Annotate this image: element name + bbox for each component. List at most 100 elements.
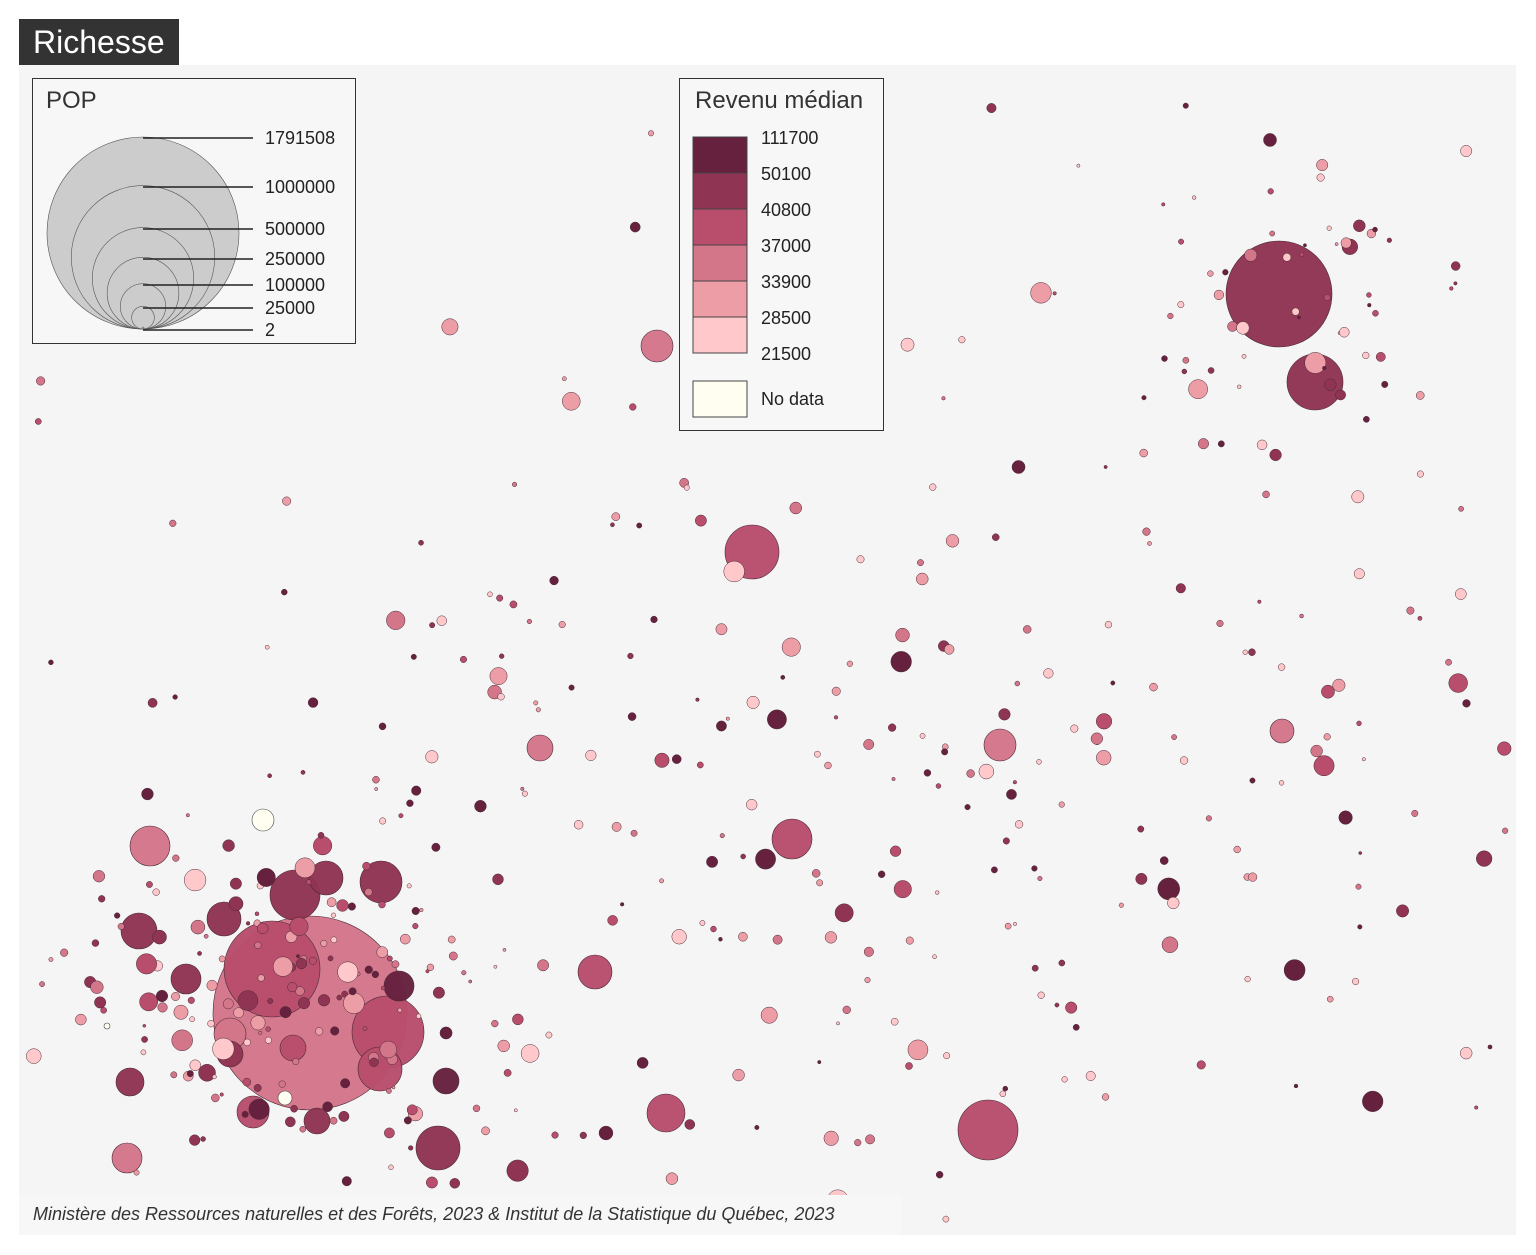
commune-symbol	[265, 1026, 271, 1032]
commune-symbol	[740, 853, 746, 860]
commune-symbol	[253, 1084, 262, 1092]
commune-symbol	[1450, 261, 1461, 271]
commune-symbol	[1338, 810, 1353, 825]
commune-symbol	[1335, 389, 1346, 401]
commune-symbol	[152, 929, 167, 945]
commune-symbol	[171, 992, 180, 1001]
commune-symbol	[503, 1069, 512, 1077]
commune-symbol	[279, 1006, 292, 1019]
city-symbol	[957, 1099, 1019, 1161]
commune-symbol	[1197, 438, 1209, 450]
commune-symbol	[1449, 286, 1454, 291]
commune-symbol	[219, 1092, 224, 1097]
commune-symbol	[1157, 877, 1180, 901]
commune-symbol	[923, 769, 932, 777]
commune-symbol	[338, 1110, 350, 1122]
commune-symbol	[39, 981, 45, 987]
city-symbol	[646, 1093, 686, 1133]
commune-symbol	[1103, 465, 1108, 469]
commune-symbol	[1182, 102, 1189, 109]
commune-symbol	[746, 798, 758, 811]
commune-symbol	[200, 1136, 206, 1142]
income-break-1: 50100	[761, 164, 812, 184]
commune-symbol	[1011, 460, 1026, 474]
commune-symbol	[1257, 599, 1262, 604]
commune-symbol	[671, 754, 682, 764]
commune-symbol	[92, 870, 106, 883]
city-symbol	[1269, 718, 1295, 744]
commune-symbol	[403, 1116, 412, 1125]
commune-symbol	[1054, 1002, 1060, 1008]
income-break-6: 21500	[761, 344, 812, 364]
commune-symbol	[1267, 188, 1274, 195]
commune-symbol	[379, 1040, 397, 1059]
commune-symbol	[461, 970, 467, 976]
commune-symbol	[1242, 649, 1248, 655]
commune-symbol	[241, 1110, 249, 1118]
commune-symbol	[781, 637, 801, 657]
commune-symbol	[399, 933, 411, 945]
commune-symbol	[1487, 1044, 1493, 1050]
commune-symbol	[406, 799, 414, 807]
commune-symbol	[256, 868, 276, 887]
commune-symbol	[1282, 253, 1292, 262]
commune-symbol	[1181, 368, 1188, 375]
commune-symbol	[549, 575, 559, 586]
commune-symbol	[551, 1131, 559, 1139]
commune-symbol	[317, 994, 331, 1007]
commune-symbol	[1372, 226, 1378, 233]
proportional-symbol-map	[26, 102, 1512, 1223]
commune-symbol	[198, 1064, 216, 1082]
commune-symbol	[695, 514, 707, 527]
commune-symbol	[172, 694, 178, 700]
commune-symbol	[378, 900, 386, 909]
commune-symbol	[157, 1002, 168, 1013]
commune-symbol	[98, 895, 106, 903]
commune-symbol	[941, 396, 946, 401]
commune-symbol	[1460, 1046, 1473, 1060]
income-swatch	[692, 316, 748, 354]
commune-symbol	[1192, 195, 1197, 200]
commune-symbol	[320, 939, 328, 947]
commune-symbol	[425, 750, 439, 764]
city-symbol	[303, 1107, 331, 1135]
commune-symbol	[1316, 159, 1329, 172]
commune-symbol	[1249, 777, 1256, 784]
commune-symbol	[317, 832, 325, 839]
pop-label-100000: 100000	[265, 275, 326, 295]
commune-symbol	[1070, 724, 1079, 733]
pop-label-500000: 500000	[265, 219, 326, 239]
commune-symbol	[1460, 145, 1473, 157]
commune-symbol	[865, 1134, 875, 1145]
no-data-symbol	[251, 808, 275, 832]
commune-symbol	[1326, 225, 1332, 231]
commune-symbol	[630, 829, 638, 837]
commune-symbol	[716, 720, 727, 732]
commune-symbol	[146, 881, 153, 888]
commune-symbol	[222, 998, 234, 1010]
commune-symbol	[250, 1015, 266, 1031]
commune-symbol	[754, 1125, 760, 1130]
city-symbol	[983, 728, 1017, 762]
commune-symbol	[1023, 625, 1032, 634]
commune-symbol	[1161, 355, 1168, 362]
commune-symbol	[816, 879, 824, 887]
commune-symbol	[330, 912, 337, 918]
commune-symbol	[1323, 294, 1331, 301]
source-text: Ministère des Ressources naturelles et d…	[33, 1204, 835, 1224]
commune-symbol	[513, 1108, 518, 1113]
commune-symbol	[718, 937, 723, 942]
commune-symbol	[978, 763, 995, 780]
commune-symbol	[723, 560, 745, 583]
commune-symbol	[1351, 490, 1365, 504]
commune-symbol	[1161, 202, 1166, 207]
commune-symbol	[824, 931, 838, 944]
commune-symbol	[207, 1020, 215, 1028]
commune-symbol	[535, 707, 541, 713]
commune-symbol	[732, 1068, 745, 1082]
commune-symbol	[242, 1077, 252, 1087]
commune-symbol	[379, 817, 387, 825]
commune-symbol	[648, 130, 655, 137]
commune-symbol	[836, 1021, 840, 1026]
commune-symbol	[299, 1125, 307, 1133]
